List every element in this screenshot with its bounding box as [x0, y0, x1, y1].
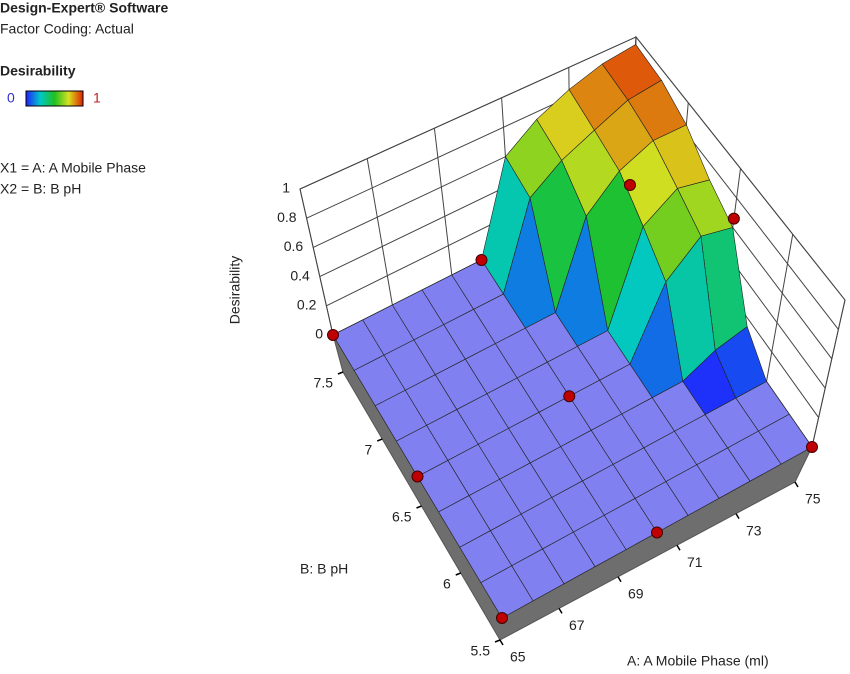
grid-line — [299, 188, 334, 336]
tick-mark — [494, 639, 501, 643]
legend-max: 1 — [93, 90, 101, 106]
tick-mark — [676, 544, 681, 551]
x-tick-label: 67 — [569, 617, 585, 633]
legend-colorbar — [25, 90, 84, 107]
z-tick-label: 0 — [315, 326, 323, 342]
design-point — [624, 179, 636, 191]
y-tick-label: 6.5 — [392, 509, 412, 525]
x-tick-label: 73 — [746, 522, 762, 538]
x-tick-label: 71 — [687, 554, 703, 570]
grid-line — [766, 234, 794, 382]
x-tick-label: 75 — [805, 491, 821, 507]
z-tick-label: 1 — [282, 180, 290, 196]
coding: Factor Coding: Actual — [0, 21, 134, 37]
factor-line: X1 = A: A Mobile Phase — [0, 160, 146, 176]
legend-title: Desirability — [0, 63, 76, 79]
design-point — [727, 212, 740, 225]
design-point — [327, 329, 339, 341]
tick-mark — [735, 513, 740, 519]
grid-line — [366, 158, 393, 306]
design-point — [411, 470, 424, 483]
x-tick-label: 65 — [510, 649, 526, 665]
design-point — [496, 612, 508, 624]
tick-mark — [558, 608, 563, 614]
y-tick-label: 7.5 — [314, 375, 334, 391]
z-tick-label: 0.2 — [297, 297, 317, 313]
legend-min: 0 — [7, 90, 15, 106]
tick-mark — [455, 572, 462, 576]
z-tick-label: 0.6 — [284, 238, 304, 254]
y-axis-title: B: B pH — [300, 561, 348, 577]
tick-mark — [617, 576, 622, 583]
y-tick-label: 5.5 — [471, 643, 491, 659]
z-tick-label: 0.4 — [290, 267, 310, 283]
z-tick-label: 0.8 — [277, 209, 297, 225]
z-axis-title: Desirability — [227, 256, 243, 324]
design-point — [651, 526, 663, 539]
surface-cell — [480, 565, 534, 619]
tick-mark — [376, 438, 383, 442]
tick-mark — [794, 481, 799, 488]
tick-mark — [416, 505, 422, 509]
x-tick-label: 69 — [628, 586, 644, 602]
y-tick-label: 7 — [364, 442, 372, 458]
x-axis-title: A: A Mobile Phase (ml) — [627, 653, 769, 669]
y-tick-label: 6 — [443, 576, 451, 592]
tick-mark — [499, 639, 504, 646]
design-point — [806, 441, 818, 453]
factor-line: X2 = B: B pH — [0, 181, 81, 197]
grid-line — [811, 299, 846, 448]
design-point — [563, 390, 576, 403]
design-point — [475, 254, 488, 266]
tick-mark — [337, 371, 344, 375]
software-title: Design-Expert® Software — [0, 0, 168, 16]
grid-line — [433, 128, 453, 276]
plot-area: 0 0.2 0.4 0.6 0.8 1 5.5 6 6.5 7 7.5 65 67 69 71 73 75 — [277, 35, 846, 665]
